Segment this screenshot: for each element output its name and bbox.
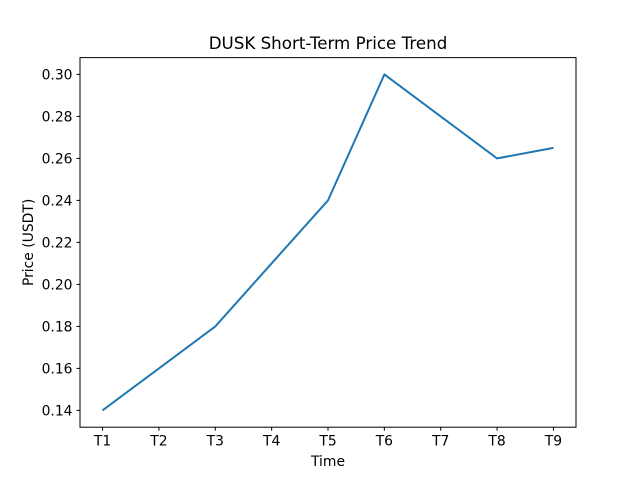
y-tick-label: 0.24 bbox=[42, 193, 73, 209]
y-tick-label: 0.30 bbox=[42, 67, 73, 83]
price-line bbox=[101, 73, 554, 412]
x-tick-label: T6 bbox=[375, 434, 393, 450]
x-tick-label: T8 bbox=[487, 434, 505, 450]
x-tick-label: T1 bbox=[93, 434, 111, 450]
chart-title: DUSK Short-Term Price Trend bbox=[209, 33, 448, 53]
x-axis-label: Time bbox=[310, 454, 345, 470]
x-axis-ticks: T1 T2 T3 T4 T5 T6 T7 T8 T9 bbox=[93, 427, 562, 450]
y-tick-label: 0.26 bbox=[42, 151, 73, 167]
y-tick-label: 0.22 bbox=[42, 235, 73, 251]
y-tick-label: 0.18 bbox=[42, 319, 73, 335]
axes-frame bbox=[79, 57, 577, 428]
x-tick-label: T9 bbox=[544, 434, 562, 450]
y-tick-label: 0.16 bbox=[42, 361, 73, 377]
y-tick-label: 0.14 bbox=[42, 403, 73, 419]
x-tick-label: T5 bbox=[318, 434, 336, 450]
y-axis-label: Price (USDT) bbox=[21, 199, 37, 286]
x-tick-label: T7 bbox=[431, 434, 449, 450]
y-axis-ticks: 0.14 0.16 0.18 0.20 0.22 0.24 0.26 0.28 0.30 bbox=[42, 67, 80, 419]
y-tick-label: 0.28 bbox=[42, 109, 73, 125]
x-tick-label: T3 bbox=[206, 434, 224, 450]
x-tick-label: T4 bbox=[262, 434, 280, 450]
y-tick-label: 0.20 bbox=[42, 277, 73, 293]
x-tick-label: T2 bbox=[149, 434, 167, 450]
